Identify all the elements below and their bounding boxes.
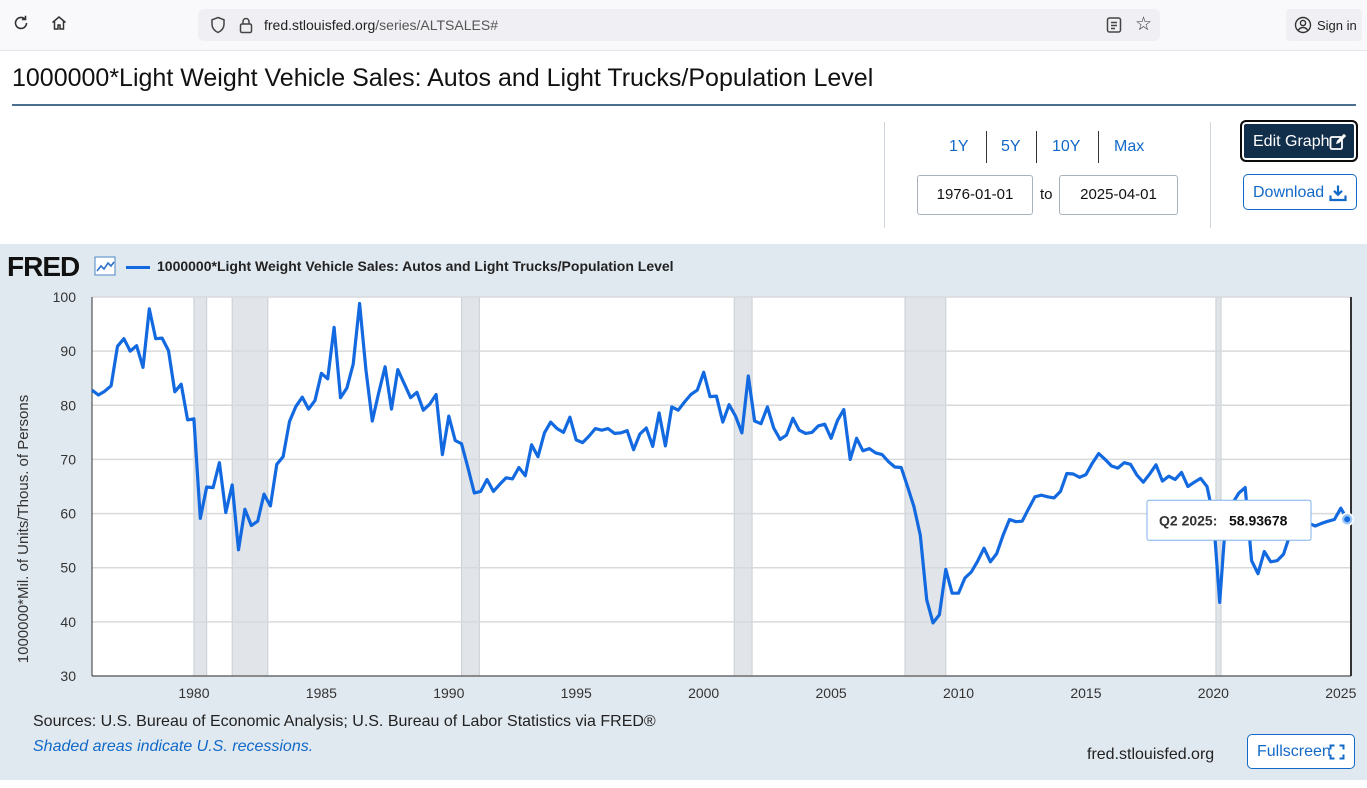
download-icon xyxy=(1329,185,1347,202)
recession-band xyxy=(1215,296,1222,677)
reload-icon[interactable] xyxy=(10,14,32,36)
x-tick-label: 1990 xyxy=(433,685,464,701)
download-label: Download xyxy=(1253,184,1325,201)
recession-band xyxy=(461,296,480,677)
y-tick-label: 60 xyxy=(60,506,76,522)
bookmark-star-icon[interactable]: ☆ xyxy=(1134,14,1152,35)
account-icon xyxy=(1294,16,1312,34)
start-date-input[interactable]: 1976-01-01 xyxy=(917,175,1033,215)
fullscreen-label: Fullscreen xyxy=(1257,743,1331,760)
tracking-shield-icon[interactable] xyxy=(208,15,228,35)
sign-in-button[interactable]: Sign in xyxy=(1286,9,1362,41)
graph-panel: FRED 1000000*Light Weight Vehicle Sales:… xyxy=(0,244,1367,780)
edit-graph-label: Edit Graph xyxy=(1253,133,1330,150)
recession-band xyxy=(733,296,753,677)
recession-note: Shaded areas indicate U.S. recessions. xyxy=(33,738,314,755)
fullscreen-icon xyxy=(1329,744,1345,760)
edit-icon xyxy=(1329,133,1347,150)
recession-band xyxy=(231,296,269,677)
x-tick-label: 1980 xyxy=(178,685,209,701)
home-icon[interactable] xyxy=(48,14,70,36)
range-1y-link[interactable]: 1Y xyxy=(949,138,969,155)
x-tick-label: 1995 xyxy=(561,685,592,701)
tooltip-value: 58.93678 xyxy=(1229,512,1288,528)
recession-band xyxy=(904,296,947,677)
x-tick-label: 1985 xyxy=(306,685,337,701)
range-max-link[interactable]: Max xyxy=(1114,138,1145,155)
controls-divider-right xyxy=(1210,122,1211,228)
y-tick-label: 100 xyxy=(53,289,77,305)
range-5y-link[interactable]: 5Y xyxy=(1001,138,1021,155)
y-axis-label: 1000000*Mil. of Units/Thous. of Persons xyxy=(15,395,32,663)
x-tick-label: 2025 xyxy=(1325,685,1356,701)
edit-graph-button[interactable]: Edit Graph xyxy=(1240,120,1358,162)
x-tick-label: 2015 xyxy=(1070,685,1101,701)
end-date-input[interactable]: 2025-04-01 xyxy=(1059,175,1178,215)
sources-text: Sources: U.S. Bureau of Economic Analysi… xyxy=(33,713,656,730)
url-path: /series/ALTSALES# xyxy=(375,17,498,33)
reader-view-icon[interactable] xyxy=(1104,15,1124,35)
hover-point-center xyxy=(1344,516,1351,523)
browser-toolbar: fred.stlouisfed.org/series/ALTSALES# ☆ S… xyxy=(0,0,1367,51)
x-tick-label: 2020 xyxy=(1198,685,1229,701)
tooltip-label: Q2 2025: xyxy=(1159,512,1217,528)
series-line xyxy=(91,301,1349,625)
x-tick-label: 2005 xyxy=(816,685,847,701)
to-label: to xyxy=(1040,186,1053,203)
fred-logo: FRED xyxy=(7,251,80,282)
y-tick-label: 40 xyxy=(60,614,76,630)
url-text[interactable]: fred.stlouisfed.org/series/ALTSALES# xyxy=(264,17,498,33)
controls-divider-left xyxy=(884,122,885,228)
y-tick-label: 70 xyxy=(60,451,76,467)
plot-background xyxy=(92,297,1351,676)
x-tick-label: 2000 xyxy=(688,685,719,701)
range-separator xyxy=(1098,131,1099,163)
range-separator xyxy=(986,131,987,163)
download-button[interactable]: Download xyxy=(1243,174,1357,210)
y-tick-label: 50 xyxy=(60,560,76,576)
tooltip-box xyxy=(1146,499,1312,541)
lock-icon[interactable] xyxy=(236,15,256,35)
url-domain: fred.stlouisfed.org xyxy=(264,17,376,33)
fred-chart-logo-icon xyxy=(94,256,116,276)
x-tick-label: 2010 xyxy=(943,685,974,701)
range-10y-link[interactable]: 10Y xyxy=(1052,138,1081,155)
recession-band xyxy=(193,296,208,677)
site-text: fred.stlouisfed.org xyxy=(1087,746,1215,763)
range-separator xyxy=(1036,131,1037,163)
y-tick-label: 30 xyxy=(60,668,76,684)
y-tick-label: 90 xyxy=(60,343,76,359)
address-bar[interactable]: fred.stlouisfed.org/series/ALTSALES# ☆ xyxy=(198,9,1160,41)
sign-in-label: Sign in xyxy=(1317,18,1357,33)
line-chart[interactable]: 30 40 50 60 70 80 90 100 1980 1985 1990 1995 2000 20… xyxy=(0,244,1367,704)
legend-line-swatch xyxy=(126,266,150,269)
title-divider xyxy=(12,104,1356,106)
page-title: 1000000*Light Weight Vehicle Sales: Auto… xyxy=(12,64,874,92)
y-tick-label: 80 xyxy=(60,397,76,413)
legend-label: 1000000*Light Weight Vehicle Sales: Auto… xyxy=(157,258,674,274)
fullscreen-button[interactable]: Fullscreen xyxy=(1247,734,1355,769)
